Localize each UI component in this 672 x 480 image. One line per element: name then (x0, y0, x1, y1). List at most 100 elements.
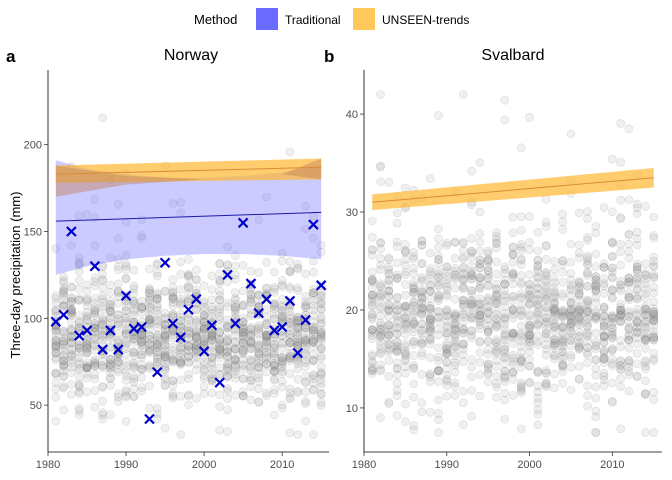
ensemble-point (467, 411, 476, 421)
ensemble-point (541, 269, 551, 278)
ensemble-point (649, 233, 659, 243)
ensemble-point (67, 368, 76, 378)
ensemble-point (51, 369, 61, 379)
ensemble-point (541, 307, 551, 316)
ensemble-point (51, 244, 61, 253)
ensemble-point (129, 310, 139, 320)
ensemble-point (401, 317, 410, 327)
ensemble-point (67, 240, 76, 250)
ensemble-point (215, 304, 225, 314)
ensemble-point (67, 337, 76, 346)
ensemble-point (270, 349, 279, 359)
ensemble-point (67, 344, 76, 354)
ensemble-point (492, 293, 501, 302)
ensemble-point (199, 302, 209, 312)
ensemble-point (558, 361, 567, 370)
ensemble-point (434, 366, 443, 376)
ensemble-point (616, 247, 625, 257)
ensemble-point (442, 262, 452, 271)
ensemble-point (624, 312, 634, 321)
ensemble-point (376, 337, 385, 346)
ensemble-point (254, 349, 264, 358)
ensemble-point (246, 373, 256, 382)
ensemble-point (417, 340, 427, 349)
ensemble-point (231, 346, 240, 355)
ensemble-point (483, 324, 493, 334)
ensemble-point (583, 271, 592, 280)
ensemble-point (508, 296, 518, 305)
ensemble-point (309, 331, 318, 340)
ensemble-point (541, 222, 551, 231)
ensemble-point (434, 294, 443, 304)
ensemble-point (67, 349, 76, 359)
ensemble-point (591, 284, 601, 294)
ensemble-point (417, 308, 427, 317)
ensemble-point (113, 365, 123, 374)
ensemble-point (145, 348, 154, 357)
ensemble-point (82, 286, 92, 296)
ensemble-point (137, 350, 146, 359)
ensemble-point (483, 337, 493, 346)
ensemble-point (301, 333, 310, 343)
ensemble-point (500, 353, 510, 363)
ensemble-point (574, 309, 584, 318)
ensemble-point (483, 377, 493, 387)
ensemble-point (254, 349, 264, 358)
ensemble-point (367, 358, 377, 368)
ensemble-point (90, 293, 100, 303)
ensemble-point (309, 291, 318, 300)
ensemble-point (566, 311, 576, 320)
ensemble-point (309, 329, 318, 338)
ensemble-point (184, 282, 193, 292)
ensemble-point (541, 329, 551, 339)
ensemble-point (467, 362, 476, 372)
ensemble-point (533, 331, 543, 340)
ensemble-point (550, 350, 559, 360)
ensemble-point (516, 355, 526, 365)
ensemble-point (409, 363, 418, 373)
ensemble-point (121, 375, 131, 385)
ensemble-point (508, 329, 518, 338)
observation-marker (105, 325, 116, 336)
observation-marker (136, 321, 147, 333)
ensemble-point (616, 361, 625, 370)
ensemble-point (367, 290, 377, 300)
ensemble-point (231, 295, 240, 305)
ensemble-point (376, 238, 385, 248)
ensemble-point (492, 291, 501, 301)
ensemble-point (574, 208, 584, 218)
ensemble-point (121, 385, 131, 395)
ensemble-point (467, 296, 476, 305)
ensemble-point (417, 241, 427, 250)
ensemble-point (367, 277, 377, 287)
ensemble-point (550, 293, 559, 302)
ensemble-point (483, 266, 493, 275)
ensemble-point (608, 346, 617, 356)
ensemble-point (192, 332, 201, 341)
ensemble-point (450, 360, 460, 370)
ensemble-point (168, 350, 178, 360)
ensemble-point (215, 319, 225, 329)
ensemble-point (168, 325, 178, 335)
ensemble-point (176, 334, 185, 344)
ensemble-point (293, 354, 303, 364)
ensemble-point (199, 314, 209, 324)
ensemble-point (98, 316, 107, 326)
ensemble-point (309, 337, 318, 346)
ensemble-point (574, 304, 584, 314)
ensemble-point (145, 288, 154, 298)
ensemble-point (450, 308, 460, 318)
ensemble-point (608, 263, 617, 273)
ensemble-point (301, 201, 310, 211)
ensemble-point (285, 388, 295, 398)
ensemble-point (199, 338, 209, 347)
observation-marker (261, 293, 272, 305)
ensemble-point (483, 273, 493, 283)
ensemble-point (367, 369, 377, 379)
ensemble-point (168, 356, 178, 365)
ensemble-point (425, 377, 435, 387)
ensemble-point (82, 373, 92, 383)
ensemble-point (74, 275, 84, 285)
ensemble-point (316, 351, 326, 361)
ensemble-point (541, 320, 551, 329)
